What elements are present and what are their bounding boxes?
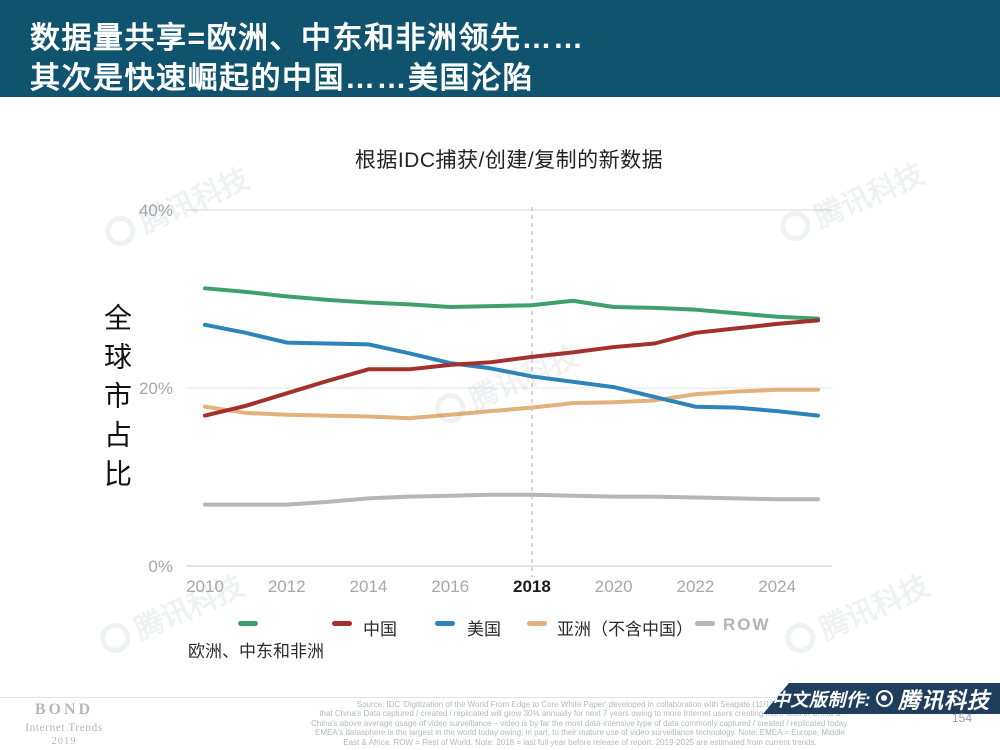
tencent-tech-badge: 中文版制作: 腾讯科技: [763, 683, 1000, 714]
legend-label-usa: 美国: [467, 620, 501, 639]
legend-label-emea: 欧洲、中东和非洲: [188, 642, 324, 661]
axis-tick-labels: 0% 20% 40% 2010 2012 2014 2016 2018 2020 2022 2024: [139, 201, 796, 596]
data-series-lines: [203, 286, 820, 507]
source-line: EMEA's datasphere is the largest in the …: [315, 728, 845, 738]
title-banner: 数据量共享=欧洲、中东和非洲领先…… 其次是快速崛起的中国……美国沦陷: [0, 0, 1000, 97]
svg-text:20%: 20%: [139, 379, 173, 398]
badge-brand: 腾讯科技: [897, 687, 990, 713]
source-line: China's above average usage of video sur…: [311, 718, 849, 728]
source-note: Source: IDC 'Digitization of the World F…: [218, 700, 942, 747]
svg-text:2024: 2024: [758, 577, 796, 596]
legend-label-china: 中国: [363, 620, 397, 639]
source-line: that China's Data captured / created / r…: [319, 709, 841, 719]
svg-text:0%: 0%: [148, 557, 173, 576]
svg-text:2022: 2022: [676, 577, 714, 596]
gridlines: [186, 209, 832, 567]
svg-text:2014: 2014: [350, 577, 388, 596]
chart-title: 根据IDC捕获/创建/复制的新数据: [354, 149, 664, 172]
page-number: 154: [951, 711, 973, 725]
source-line: Source: IDC 'Digitization of the World F…: [356, 700, 804, 709]
legend-swatch-china: [332, 621, 352, 626]
svg-text:2016: 2016: [431, 577, 469, 596]
tencent-logo-icon: [875, 690, 893, 707]
svg-text:2018: 2018: [513, 577, 551, 596]
slide-title-line2: 其次是快速崛起的中国……美国沦陷: [30, 62, 534, 95]
bond-logo-year: 2019: [51, 736, 77, 747]
legend-swatch-asia: [527, 621, 547, 626]
legend-label-asia: 亚洲（不含中国）: [557, 620, 693, 639]
legend-swatch-emea: [238, 621, 258, 626]
bond-logo-subtitle: Internet Trends: [25, 722, 103, 734]
bond-logo-name: BOND: [34, 701, 94, 718]
source-line: East & Africa. ROW = Rest of World. Note…: [343, 737, 817, 747]
slide-title-line1: 数据量共享=欧洲、中东和非洲领先……: [30, 22, 585, 55]
y-axis-label: 全球市占比: [101, 303, 132, 498]
legend-swatch-row: [695, 621, 715, 626]
svg-text:2020: 2020: [595, 577, 633, 596]
legend-swatch-usa: [435, 621, 455, 626]
svg-text:2012: 2012: [268, 577, 306, 596]
bond-logo: BOND Internet Trends 2019: [8, 701, 120, 747]
badge-prefix: 中文版制作:: [771, 689, 871, 710]
svg-text:40%: 40%: [139, 201, 173, 220]
footer-divider: [0, 697, 1000, 698]
legend-label-row: ROW: [723, 615, 771, 634]
svg-text:2010: 2010: [186, 577, 224, 596]
